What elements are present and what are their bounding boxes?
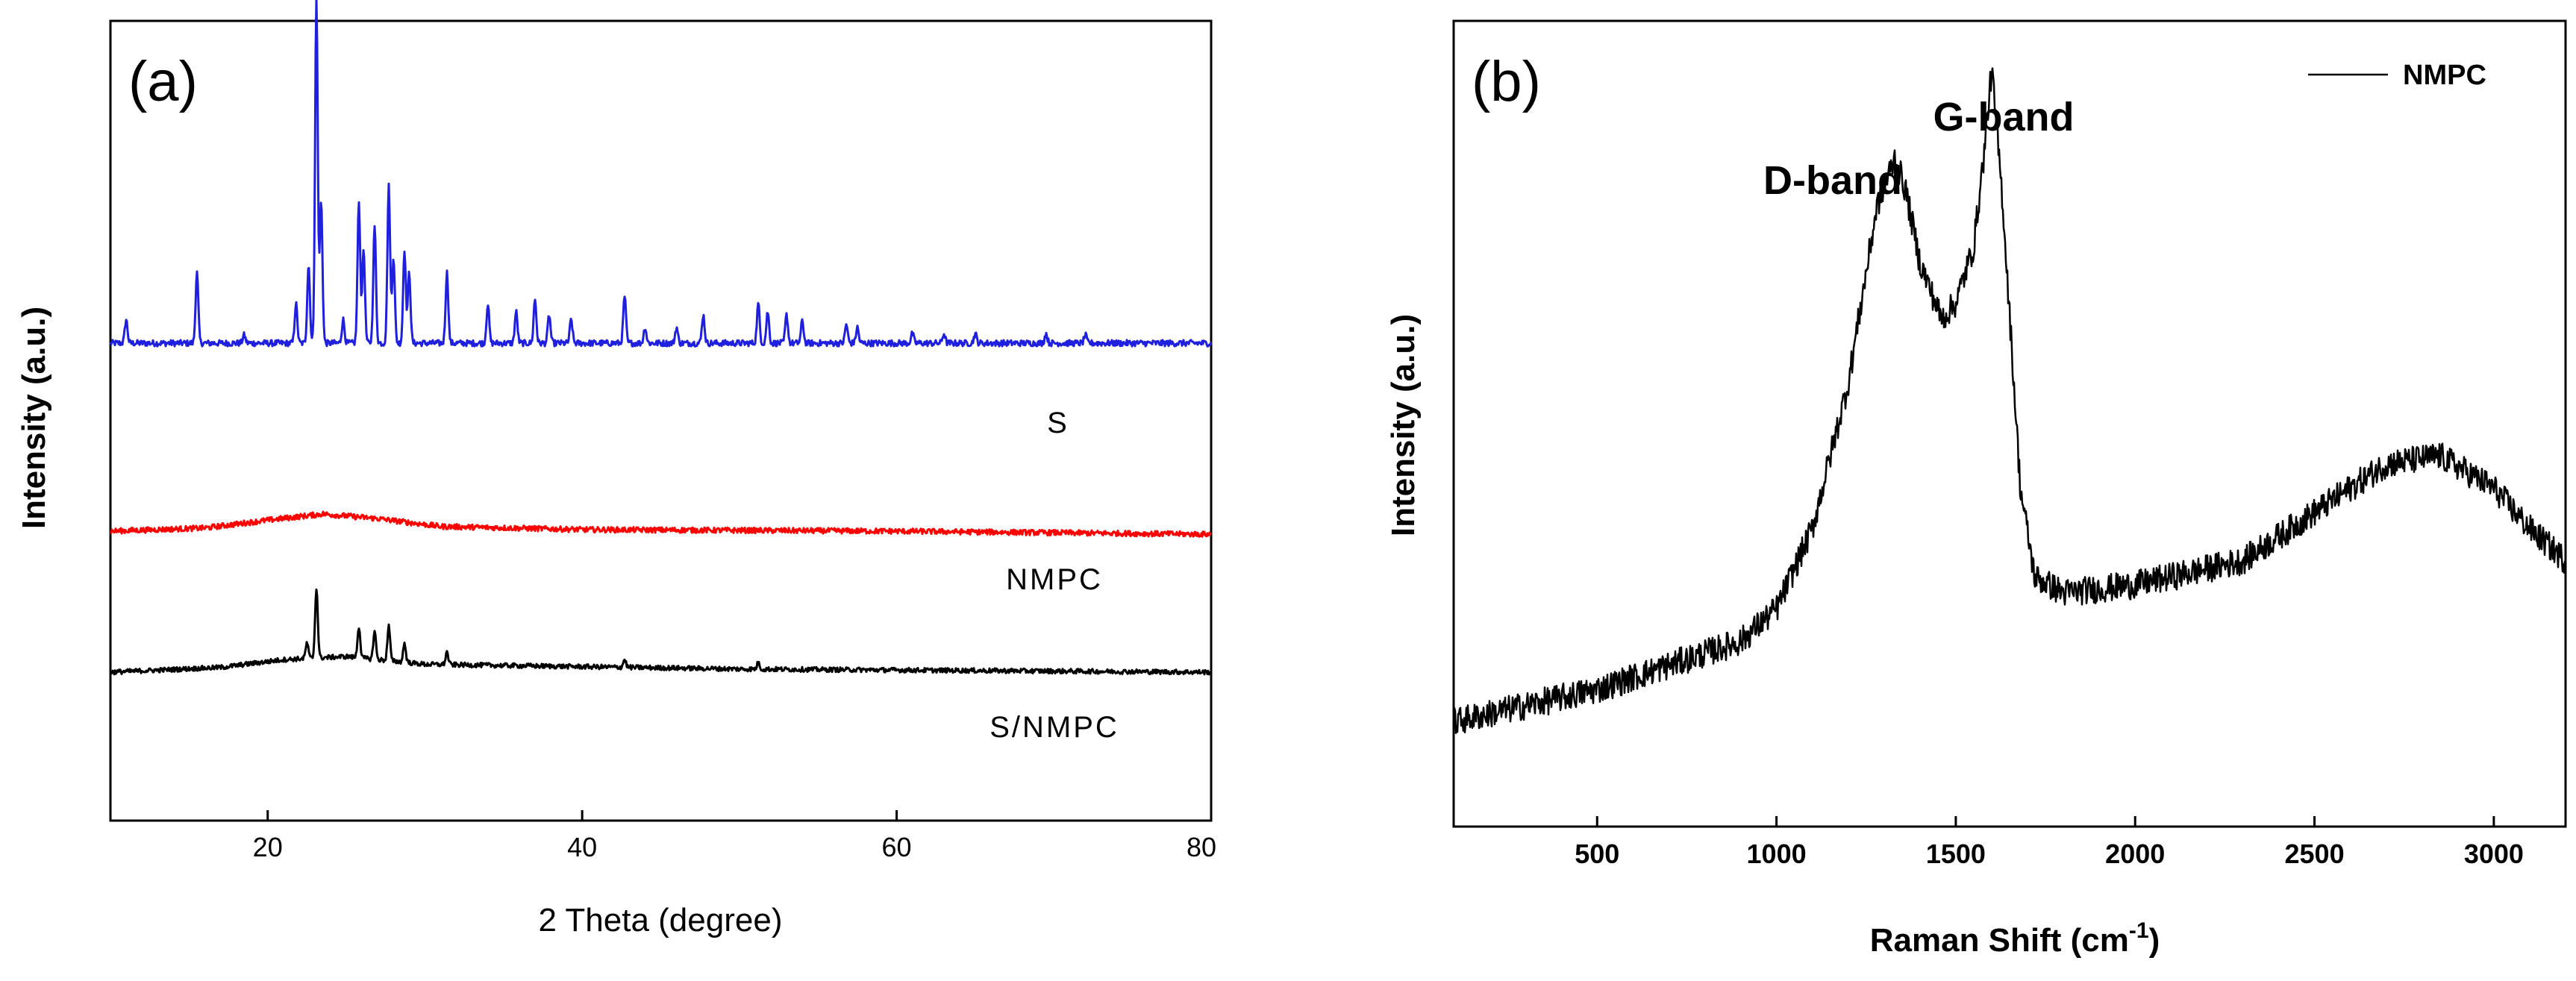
legend-b: NMPC bbox=[2308, 60, 2486, 91]
series-label-NMPC: NMPC bbox=[1006, 563, 1103, 596]
panel-b: (b) 500 1000 1500 2000 2500 3000 Raman S… bbox=[1385, 19, 2567, 959]
legend-label: NMPC bbox=[2403, 60, 2486, 91]
x-axis-title-end: ) bbox=[2149, 922, 2160, 959]
panel-a: (a) 20 40 60 80 2 Theta (degree) Intensi… bbox=[16, 0, 1216, 938]
annotation-g-band: G-band bbox=[1933, 95, 2075, 140]
x-ticks-a: 20 40 60 80 bbox=[253, 810, 1216, 862]
x-tick-label: 3000 bbox=[2464, 839, 2524, 869]
y-axis-title-a: Intensity (a.u.) bbox=[16, 307, 52, 529]
x-tick-label: 2000 bbox=[2105, 839, 2165, 869]
x-tick-label: 2500 bbox=[2285, 839, 2345, 869]
series-line-S-NMPC bbox=[110, 588, 1212, 676]
x-tick-label: 60 bbox=[882, 832, 912, 862]
x-axis-title-text: Raman Shift (cm bbox=[1870, 922, 2129, 959]
x-tick-label: 20 bbox=[253, 832, 283, 862]
x-ticks-b: 500 1000 1500 2000 2500 3000 bbox=[1575, 816, 2524, 869]
series-line-S bbox=[109, 0, 1213, 348]
x-tick-label: 1000 bbox=[1747, 839, 1807, 869]
y-axis-title-b: Intensity (a.u.) bbox=[1385, 314, 1422, 536]
annotation-d-band: D-band bbox=[1763, 158, 1902, 203]
x-tick-label: 80 bbox=[1187, 832, 1216, 862]
series-line-raman-NMPC bbox=[1452, 67, 2567, 734]
series-label-S: S bbox=[1047, 407, 1069, 439]
plot-frame-a bbox=[109, 19, 1213, 822]
plot-frame-b bbox=[1452, 19, 2567, 828]
x-axis-title-sup: -1 bbox=[2129, 918, 2149, 943]
panel-label-b: (b) bbox=[1472, 50, 1541, 113]
panel-label-a: (a) bbox=[128, 50, 198, 113]
x-tick-label: 500 bbox=[1575, 839, 1619, 869]
series-line-NMPC bbox=[109, 510, 1212, 538]
x-axis-title-a: 2 Theta (degree) bbox=[539, 902, 783, 938]
series-label-S-NMPC: S/NMPC bbox=[990, 711, 1119, 744]
x-tick-label: 40 bbox=[567, 832, 597, 862]
x-tick-label: 1500 bbox=[1926, 839, 1986, 869]
x-axis-title-b: Raman Shift (cm-1) bbox=[1870, 918, 2160, 959]
